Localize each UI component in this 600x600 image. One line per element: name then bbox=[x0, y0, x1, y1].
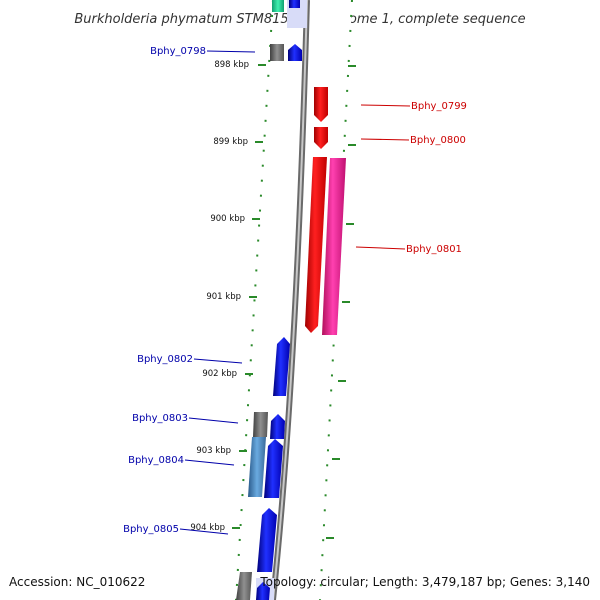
gene-steel-0804[interactable] bbox=[248, 437, 266, 497]
gene-bphy-0801-arrow[interactable] bbox=[305, 157, 327, 333]
gene-bphy-0799-arrow[interactable] bbox=[314, 87, 328, 122]
scale-label-903-kbp: 903 kbp bbox=[196, 446, 231, 456]
scale-label-900-kbp: 900 kbp bbox=[210, 214, 245, 224]
gene-label-bphy-0804[interactable]: Bphy_0804 bbox=[128, 455, 184, 466]
gene-partial-teal[interactable] bbox=[272, 0, 284, 12]
gene-bphy-0802-arrow[interactable] bbox=[273, 337, 290, 396]
scale-label-899-kbp: 899 kbp bbox=[213, 137, 248, 147]
gene-gray-0803[interactable] bbox=[253, 412, 268, 437]
gene-bphy-0803-arrow[interactable] bbox=[270, 414, 285, 439]
reverse-label-leaders bbox=[355, 104, 411, 250]
chromosome-backbone-highlight bbox=[272, 0, 308, 600]
gene-label-bphy-0798[interactable]: Bphy_0798 bbox=[150, 46, 206, 57]
gene-partial-blue-bottom[interactable] bbox=[256, 582, 270, 600]
gene-label-bphy-0800[interactable]: Bphy_0800 bbox=[410, 135, 466, 146]
gene-bphy-0801-pink-box[interactable] bbox=[322, 158, 346, 335]
scale-label-898-kbp: 898 kbp bbox=[214, 60, 249, 70]
gene-label-bphy-0805[interactable]: Bphy_0805 bbox=[123, 524, 179, 535]
gene-label-bphy-0801[interactable]: Bphy_0801 bbox=[406, 244, 462, 255]
forward-track bbox=[253, 0, 303, 600]
gene-bphy-0805-arrow[interactable] bbox=[257, 508, 277, 572]
scale-label-901-kbp: 901 kbp bbox=[206, 292, 241, 302]
gene-label-bphy-0799[interactable]: Bphy_0799 bbox=[411, 101, 467, 112]
gene-label-bphy-0803[interactable]: Bphy_0803 bbox=[132, 413, 188, 424]
forward-label-leaders bbox=[179, 50, 256, 535]
major-tick-marks bbox=[232, 64, 356, 539]
accession-text: Accession: NC_010622 bbox=[9, 575, 145, 589]
gene-partial-blue-top[interactable] bbox=[289, 0, 300, 8]
gene-gray-0798[interactable] bbox=[270, 44, 284, 61]
gene-label-bphy-0802[interactable]: Bphy_0802 bbox=[137, 354, 193, 365]
inner-ruler-line bbox=[235, 0, 274, 600]
topology-text: Topology: circular; Length: 3,479,187 bp… bbox=[259, 575, 590, 589]
scale-label-904-kbp: 904 kbp bbox=[190, 523, 225, 533]
gene-bphy-0798-arrow[interactable] bbox=[288, 44, 302, 61]
gene-bphy-0804-arrow[interactable] bbox=[264, 439, 283, 498]
scale-label-902-kbp: 902 kbp bbox=[202, 369, 237, 379]
gene-partial-gray-bottom[interactable] bbox=[236, 572, 252, 600]
gene-bphy-0800-arrow[interactable] bbox=[314, 127, 328, 149]
